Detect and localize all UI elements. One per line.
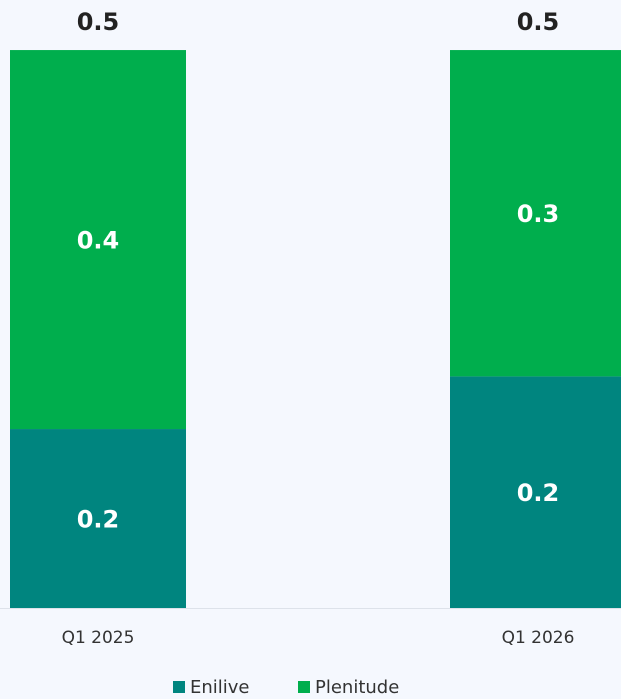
- legend-label: Plenitude: [315, 677, 399, 698]
- legend-swatch: [298, 681, 310, 693]
- value-label: 0.3: [517, 200, 560, 228]
- legend-swatch: [173, 681, 185, 693]
- bar-segment: [10, 429, 186, 608]
- value-label: 0.2: [77, 506, 120, 534]
- bar-segment: [450, 50, 621, 377]
- total-label: 0.5: [517, 8, 560, 36]
- x-tick-label: Q1 2025: [62, 628, 135, 648]
- value-label: 0.2: [517, 479, 560, 507]
- legend-label: Enilive: [190, 677, 250, 698]
- x-tick-label: Q1 2026: [502, 628, 575, 648]
- value-label: 0.4: [77, 227, 120, 255]
- bar-segment: [450, 376, 621, 608]
- total-label: 0.5: [77, 8, 120, 36]
- bar-segment: [10, 50, 186, 430]
